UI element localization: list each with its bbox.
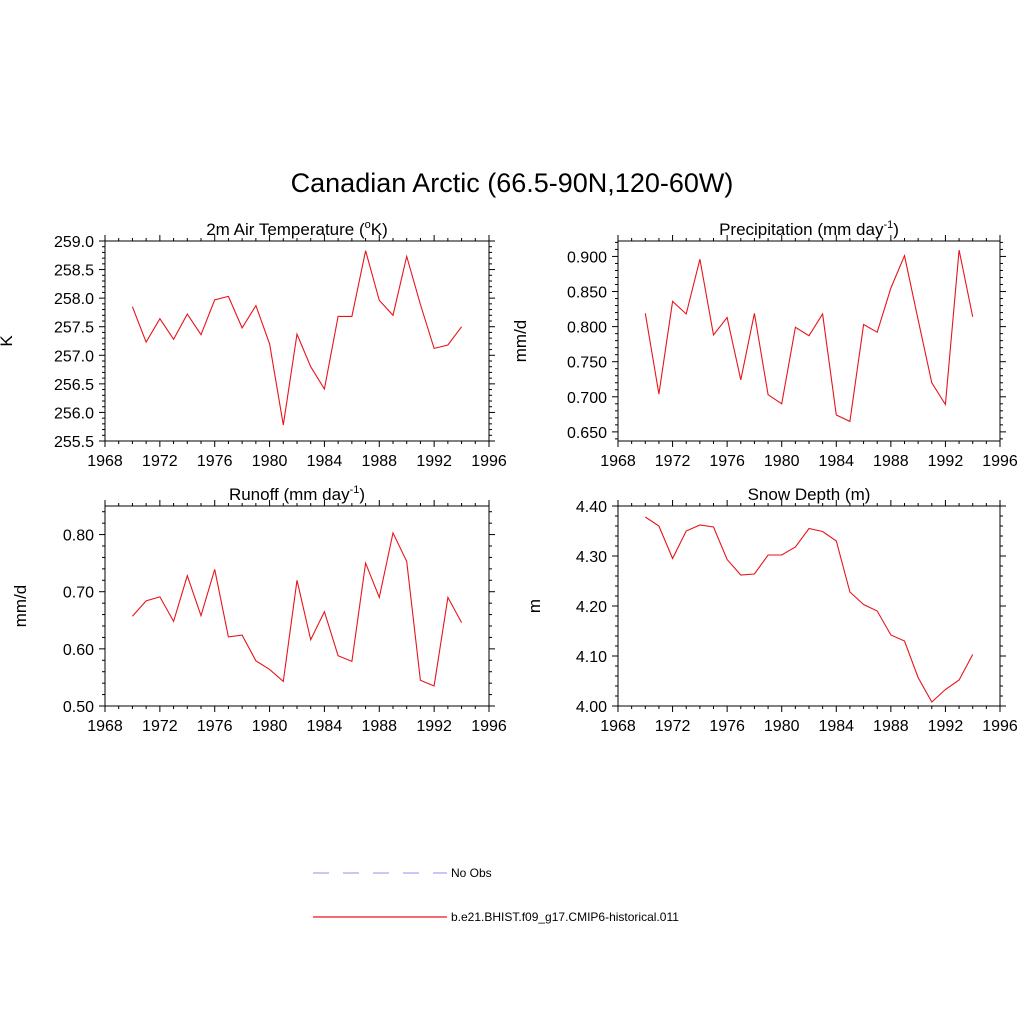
x-tick-label: 1968	[600, 718, 636, 735]
x-tick-label: 1988	[873, 453, 909, 470]
panel-title-main: 2m Air Temperature (	[206, 220, 365, 239]
precipitation-frame	[617, 240, 1001, 442]
x-tick-label: 1992	[928, 718, 964, 735]
panel-title-superscript: o	[365, 219, 371, 231]
panel-title-superscript: -1	[883, 219, 893, 231]
y-tick-label: 256.0	[54, 405, 94, 422]
panel-title-tail: )	[359, 485, 365, 504]
y-axis-label: K	[0, 335, 16, 347]
x-tick-label: 1996	[982, 718, 1018, 735]
y-tick-label: 0.750	[567, 355, 607, 372]
panel-title-main: Precipitation (mm day	[719, 220, 884, 239]
x-tick-label: 1980	[764, 453, 800, 470]
y-tick-label: 255.5	[54, 434, 94, 451]
panel-snow-depth: 1968 1972 1976 1980 1984 1988 1992 1996 4.00 4.10…	[525, 485, 1018, 735]
x-tick-label: 1992	[928, 453, 964, 470]
y-tick-label: 4.20	[576, 599, 607, 616]
y-tick-label: 258.0	[54, 291, 94, 308]
y-tick-label: 0.850	[567, 285, 607, 302]
y-tick-label: 258.5	[54, 263, 94, 280]
x-tick-label: 1976	[197, 718, 233, 735]
y-axis-label: m	[525, 599, 544, 613]
y-tick-label: 4.00	[576, 699, 607, 716]
y-tick-label: 257.0	[54, 348, 94, 365]
panel-title: Precipitation (mm day-1)	[719, 219, 899, 239]
y-tick-label: 4.30	[576, 549, 607, 566]
x-tick-label: 1984	[818, 718, 854, 735]
x-tick-label: 1976	[709, 718, 745, 735]
panel-title-main: Snow Depth (m)	[748, 485, 871, 504]
x-tick-label: 1996	[471, 453, 507, 470]
x-tick-label: 1976	[197, 453, 233, 470]
y-tick-label: 0.80	[63, 528, 94, 545]
panel-title: Runoff (mm day-1)	[229, 484, 365, 504]
x-tick-label: 1968	[87, 453, 123, 470]
y-tick-label: 0.70	[63, 585, 94, 602]
air-temperature-series-line	[131, 250, 463, 426]
y-tick-label: 0.700	[567, 390, 607, 407]
panel-precipitation: 1968 1972 1976 1980 1984 1988 1992 1996 0.650 0.7…	[511, 219, 1018, 470]
x-tick-label: 1984	[818, 453, 854, 470]
legend-label-model: b.e21.BHIST.f09_g17.CMIP6-historical.011	[451, 910, 679, 924]
x-tick-label: 1968	[600, 453, 636, 470]
x-tick-label: 1988	[361, 718, 397, 735]
y-tick-label: 0.60	[63, 642, 94, 659]
y-tick-label: 4.10	[576, 649, 607, 666]
x-tick-label: 1972	[142, 453, 178, 470]
y-tick-label: 4.40	[576, 499, 607, 516]
x-tick-label: 1988	[361, 453, 397, 470]
y-axis-label: mm/d	[511, 320, 530, 363]
panel-air-temperature: 1968 1972 1976 1980 1984 1988 1992 1996 255.5 256…	[0, 219, 507, 470]
precipitation-series-line	[644, 249, 974, 423]
x-tick-label: 1972	[142, 718, 178, 735]
x-tick-label: 1972	[655, 453, 691, 470]
panel-title-main: Runoff (mm day	[229, 485, 350, 504]
x-tick-label: 1972	[655, 718, 691, 735]
x-tick-label: 1984	[307, 718, 343, 735]
x-tick-label: 1980	[252, 453, 288, 470]
x-tick-label: 1992	[416, 453, 452, 470]
x-tick-label: 1984	[307, 453, 343, 470]
y-tick-label: 0.650	[567, 425, 607, 442]
panel-title: 2m Air Temperature (oK)	[206, 219, 388, 239]
snow-depth-series-line	[644, 516, 974, 703]
figure-title: Canadian Arctic (66.5-90N,120-60W)	[290, 168, 734, 198]
legend: No Obs b.e21.BHIST.f09_g17.CMIP6-histori…	[313, 866, 679, 924]
panel-title: Snow Depth (m)	[748, 485, 871, 504]
legend-label-no-obs: No Obs	[451, 866, 492, 880]
panel-title-tail: K)	[371, 220, 388, 239]
y-tick-label: 257.5	[54, 320, 94, 337]
y-tick-label: 0.800	[567, 320, 607, 337]
y-axis-label: mm/d	[11, 585, 30, 628]
y-tick-label: 256.5	[54, 377, 94, 394]
y-tick-label: 0.900	[567, 249, 607, 266]
x-tick-label: 1968	[87, 718, 123, 735]
panel-runoff: 1968 1972 1976 1980 1984 1988 1992 1996 0.50 0.60…	[11, 484, 507, 735]
x-tick-label: 1996	[982, 453, 1018, 470]
x-tick-label: 1980	[764, 718, 800, 735]
runoff-frame	[104, 505, 490, 707]
x-tick-label: 1988	[873, 718, 909, 735]
panel-title-tail: )	[893, 220, 899, 239]
x-tick-label: 1980	[252, 718, 288, 735]
x-tick-label: 1992	[416, 718, 452, 735]
y-tick-label: 259.0	[54, 234, 94, 251]
panel-title-superscript: -1	[350, 484, 360, 496]
y-tick-label: 0.50	[63, 699, 94, 716]
snow-depth-frame	[617, 505, 1001, 707]
x-tick-label: 1996	[471, 718, 507, 735]
runoff-series-line	[131, 531, 463, 687]
x-tick-label: 1976	[709, 453, 745, 470]
